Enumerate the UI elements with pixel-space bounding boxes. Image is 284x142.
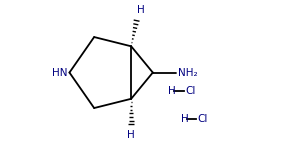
Text: H: H [127,130,135,140]
Text: Cl: Cl [198,114,208,124]
Text: NH₂: NH₂ [178,68,198,78]
Text: H: H [168,86,176,96]
Text: HN: HN [53,68,68,78]
Text: H: H [137,5,144,15]
Text: Cl: Cl [185,86,196,96]
Text: H: H [181,114,188,124]
